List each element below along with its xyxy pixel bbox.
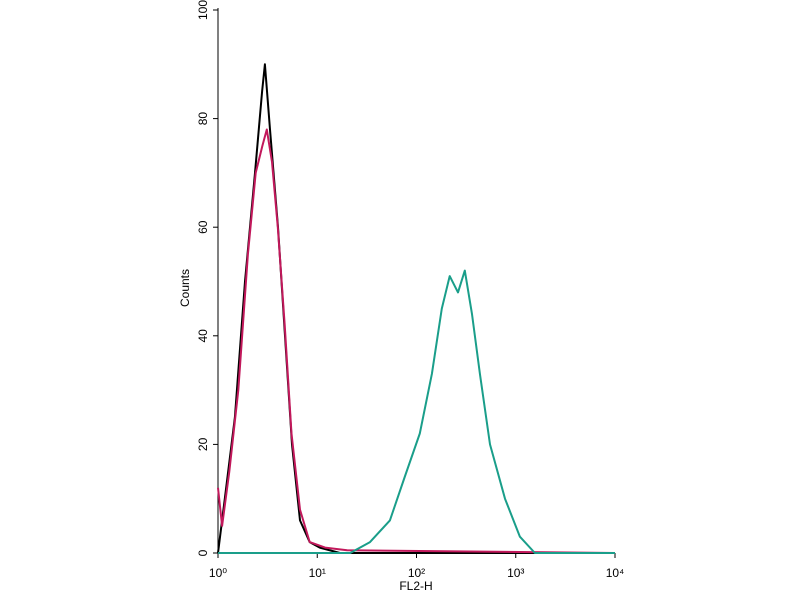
y-tick-label: 80 [196,112,210,126]
y-tick-label: 0 [196,549,210,556]
x-tick-label: 10² [408,566,425,580]
x-tick-label: 10⁴ [606,566,625,580]
x-tick-label: 10¹ [309,566,326,580]
y-tick-label: 100 [196,0,210,20]
y-tick-label: 40 [196,329,210,343]
histogram-line [217,63,615,554]
y-axis-label: Counts [178,269,192,307]
y-tick-label: 20 [196,437,210,451]
x-axis-label: FL2-H [399,579,432,593]
x-tick-label: 10³ [507,566,524,580]
histogram-line [217,128,616,554]
histogram-line [218,269,615,554]
y-tick-label: 60 [196,220,210,234]
x-tick-label: 10⁰ [209,566,227,580]
